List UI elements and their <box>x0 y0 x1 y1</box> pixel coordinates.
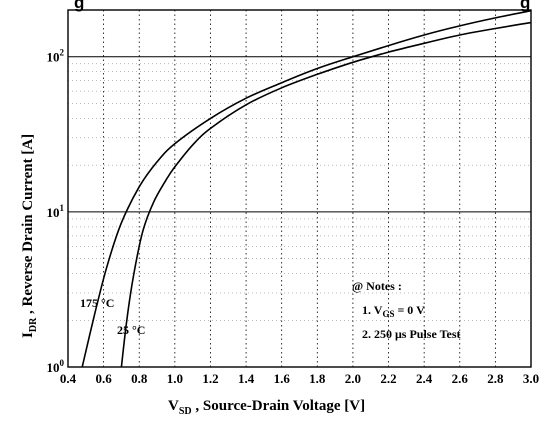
y-axis-label-symbol: I <box>20 332 36 338</box>
x-tick-label: 0.6 <box>95 371 112 386</box>
x-tick-label: 1.6 <box>274 371 291 386</box>
x-tick-label: 2.6 <box>452 371 469 386</box>
x-tick-label: 2.2 <box>380 371 396 386</box>
series-line-175c <box>81 9 532 368</box>
series-label-175c: 175 °C <box>80 296 114 310</box>
x-tick-label: 1.8 <box>309 371 326 386</box>
x-tick-labels: 0.4 0.6 0.8 1.0 1.2 1.4 1.6 1.8 2.0 2.2 2.4 2.6 2.8 3… <box>60 371 539 386</box>
notes-line-1: 1. VGS = 0 V <box>362 303 425 319</box>
y-tick-exponent: 0 <box>60 358 65 368</box>
y-axis-label-subscript: DR <box>28 317 39 332</box>
curves <box>81 9 532 368</box>
x-tick-label: 1.2 <box>202 371 218 386</box>
x-tick-label: 0.8 <box>131 371 148 386</box>
x-tick-label: 1.4 <box>238 371 255 386</box>
x-axis-label: VSD , Source-Drain Voltage [V] <box>168 398 365 417</box>
x-tick-label: 0.4 <box>60 371 77 386</box>
y-tick-label: 101 <box>47 203 65 220</box>
x-axis-label-subscript: SD <box>179 406 192 417</box>
x-axis-label-text: , Source-Drain Voltage [V] <box>192 398 365 414</box>
y-tick-label: 102 <box>47 48 65 65</box>
notes-line-2: 2. 250 μs Pulse Test <box>362 327 460 341</box>
grid <box>68 10 531 367</box>
x-tick-label: 1.0 <box>167 371 183 386</box>
title-fragment-right: g <box>520 0 530 12</box>
series-label-25c: 25 °C <box>117 323 145 337</box>
y-axis-label-text: , Reverse Drain Current [A] <box>20 134 36 318</box>
notes-line-1-suffix: = 0 V <box>394 303 425 317</box>
x-tick-label: 3.0 <box>523 371 539 386</box>
series-label-25c-unit: °C <box>132 323 145 337</box>
y-tick-exponent: 1 <box>60 203 65 213</box>
x-tick-label: 2.4 <box>416 371 433 386</box>
x-tick-label: 2.0 <box>345 371 361 386</box>
series-label-25c-value: 25 <box>117 323 129 337</box>
x-tick-label: 2.8 <box>487 371 504 386</box>
series-label-175c-unit: °C <box>101 296 114 310</box>
y-tick-base: 10 <box>47 205 60 220</box>
series-label-175c-value: 175 <box>80 296 98 310</box>
y-tick-label: 100 <box>47 358 65 375</box>
notes-heading: @ Notes : <box>352 279 402 293</box>
title-fragment-left: g <box>74 0 84 12</box>
series-line-25c <box>120 21 532 368</box>
y-tick-base: 10 <box>47 50 60 65</box>
y-axis-label: IDR , Reverse Drain Current [A] <box>20 134 39 338</box>
plot-frame <box>67 9 532 368</box>
notes-line-1-prefix: 1. V <box>362 303 383 317</box>
x-axis-label-symbol: V <box>168 398 179 414</box>
y-tick-exponent: 2 <box>60 48 65 58</box>
notes-line-1-subscript: GS <box>382 309 394 319</box>
y-tick-base: 10 <box>47 360 60 375</box>
